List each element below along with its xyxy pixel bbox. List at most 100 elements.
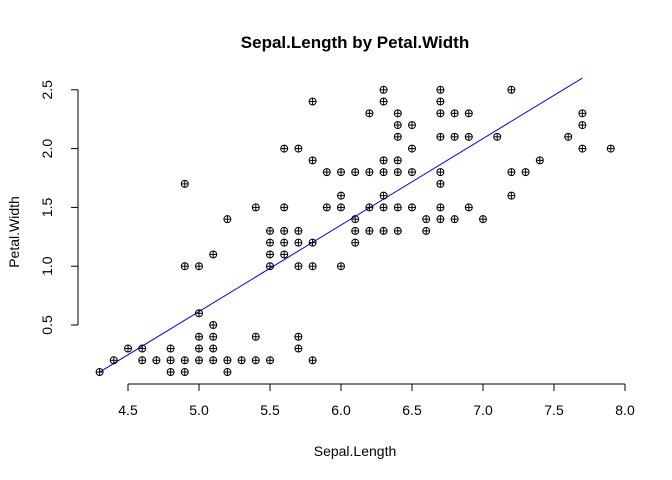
data-point [408,168,416,177]
data-point [507,85,516,94]
data-point [422,215,431,224]
data-point [351,215,360,224]
data-point [209,344,218,353]
x-axis-label: Sepal.Length [314,443,397,459]
data-point [308,356,317,365]
data-point [138,356,147,365]
data-point [337,168,345,177]
data-point [124,344,132,353]
data-point [180,262,189,271]
data-point [450,132,459,141]
data-point [294,144,303,153]
data-point [379,85,388,94]
data-point [393,226,402,235]
data-point [294,332,303,341]
data-point [578,121,587,130]
data-point [266,226,274,235]
data-point [223,356,232,365]
data-point [464,132,473,141]
y-tick-label: 1.5 [39,197,55,217]
data-point [379,97,388,106]
data-point [209,250,218,259]
data-point [578,144,587,153]
data-point [578,109,587,118]
data-point [535,156,544,165]
data-point [351,226,360,235]
data-point [266,356,274,365]
data-point [322,168,331,177]
y-tick-label: 1.0 [39,256,55,276]
data-point [479,215,487,224]
data-point [280,226,289,235]
data-point [95,368,104,377]
data-point [209,356,218,365]
y-tick-label: 0.5 [39,315,55,335]
data-point [464,203,473,212]
data-point [195,309,203,318]
data-point [308,262,317,271]
data-point [180,179,189,188]
data-point [308,238,317,247]
data-point [195,356,203,365]
data-point [294,344,303,353]
data-point [195,332,203,341]
data-point [152,356,161,365]
data-point [393,203,402,212]
x-tick-label: 6.5 [402,402,422,418]
data-point [280,144,289,153]
data-point [436,132,445,141]
data-point [379,203,388,212]
data-point [294,262,303,271]
data-point [408,144,416,153]
data-point [251,356,260,365]
data-point [408,121,416,130]
data-point [393,132,402,141]
data-point [379,156,388,165]
data-point [180,356,189,365]
data-point [223,215,232,224]
data-point [237,356,246,365]
x-tick-label: 4.5 [118,402,138,418]
data-point [337,203,345,212]
data-point [436,109,445,118]
data-point [507,191,516,200]
data-point [251,332,260,341]
regression-line [99,77,583,373]
data-point [393,109,402,118]
data-point [422,226,431,235]
data-point [450,215,459,224]
data-points [95,85,615,377]
data-point [266,262,274,271]
data-point [365,226,374,235]
data-point [209,332,218,341]
x-tick-label: 5.5 [260,402,280,418]
data-point [606,144,615,153]
data-point [436,179,445,188]
data-point [408,203,416,212]
data-point [209,321,218,329]
data-point [109,356,118,365]
data-point [138,344,147,353]
data-point [464,109,473,118]
data-point [436,203,445,212]
y-axis-label: Petal.Width [6,196,22,268]
data-point [180,368,189,377]
data-point [166,368,175,377]
data-point [393,168,402,177]
data-point [280,238,289,247]
data-point [322,203,331,212]
data-point [564,132,573,141]
data-point [195,344,203,353]
data-point [493,132,502,141]
data-point [507,168,516,177]
data-point [365,109,374,118]
data-point [379,168,388,177]
data-point [195,262,203,271]
data-point [166,344,175,353]
regression-line-group [99,77,583,373]
data-point [280,203,289,212]
data-point [379,226,388,235]
chart-title: Sepal.Length by Petal.Width [241,33,469,52]
data-point [294,226,303,235]
